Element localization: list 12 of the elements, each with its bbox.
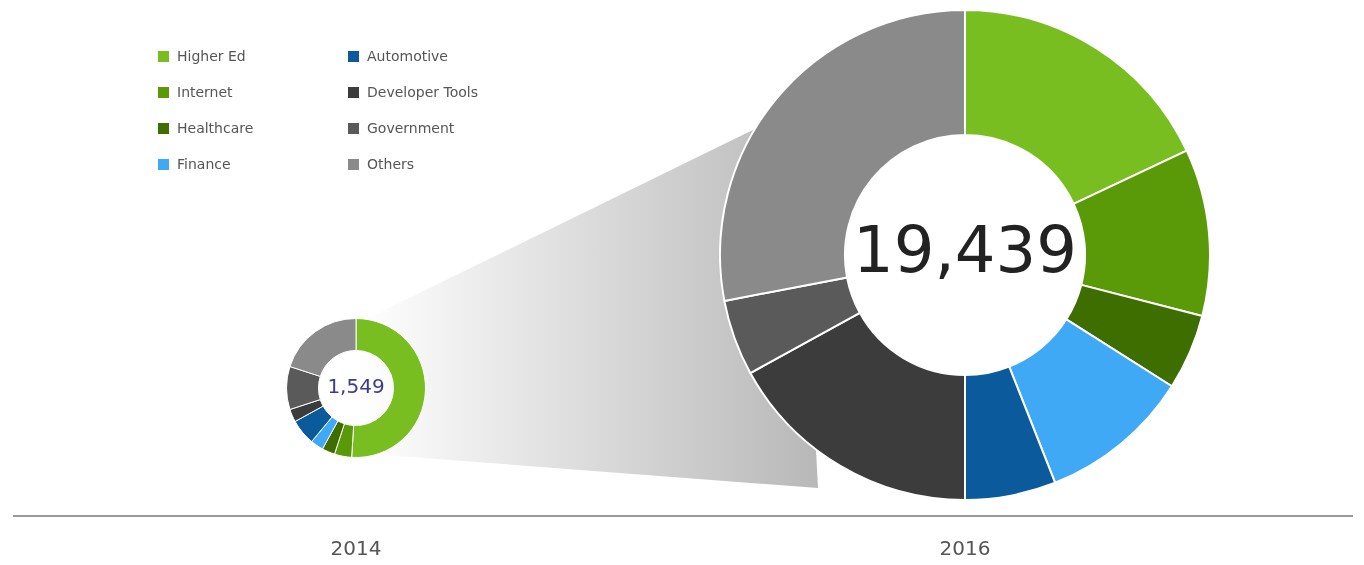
- text: 19,439: [853, 212, 1077, 287]
- legend-label: Automotive: [367, 48, 448, 64]
- legend-label: Internet: [177, 84, 233, 100]
- legend-label: Developer Tools: [367, 84, 478, 100]
- legend-label: Higher Ed: [177, 48, 246, 64]
- legend-label: Finance: [177, 156, 231, 172]
- text: 1,549: [327, 374, 385, 399]
- slice-label: 2014: [329, 536, 383, 560]
- legend-label: Healthcare: [177, 120, 254, 136]
- legend-label: Others: [367, 156, 415, 172]
- slice-label: 2016: [938, 536, 992, 560]
- legend-label: Government: [367, 120, 455, 136]
